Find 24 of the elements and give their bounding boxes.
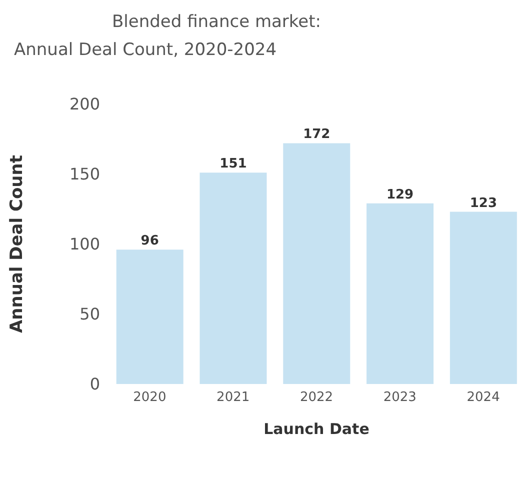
x-axis-title: Launch Date — [264, 420, 370, 438]
y-tick-label: 100 — [69, 234, 100, 254]
data-label: 96 — [140, 234, 159, 249]
y-tick-label: 0 — [90, 374, 100, 394]
x-tick-label: 2024 — [466, 390, 500, 406]
bar — [366, 203, 434, 384]
x-tick-label: 2020 — [133, 390, 166, 406]
y-axis-title: Annual Deal Count — [7, 154, 28, 334]
bar — [283, 143, 350, 384]
y-tick-label: 200 — [69, 94, 100, 114]
x-tick-label: 2023 — [383, 390, 416, 406]
y-tick-label: 150 — [69, 164, 100, 184]
y-tick-label: 50 — [80, 304, 100, 324]
data-label: 123 — [470, 196, 498, 211]
bar — [116, 250, 184, 384]
chart-subtitle: Annual Deal Count, 2020-2024 — [14, 39, 278, 62]
bar — [450, 212, 517, 384]
x-tick-label: 2021 — [216, 390, 250, 406]
chart-title: Blended finance market: — [111, 11, 322, 34]
bar — [200, 172, 267, 384]
data-label: 151 — [220, 156, 247, 172]
data-label: 129 — [386, 187, 414, 202]
x-tick-label: 2022 — [300, 390, 334, 406]
data-label: 172 — [303, 127, 330, 142]
